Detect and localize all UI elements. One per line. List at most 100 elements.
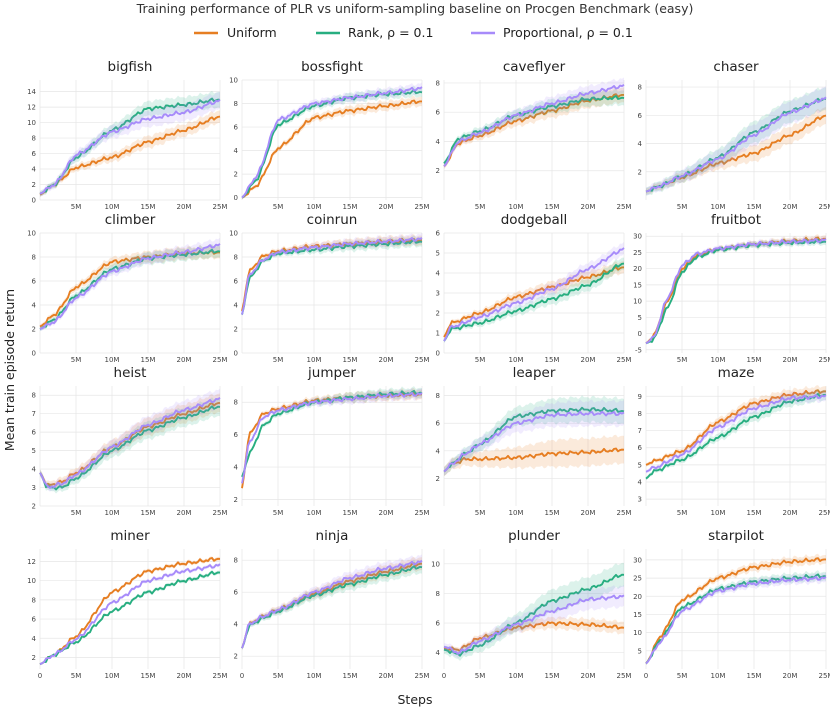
- series-proportional: [39, 243, 221, 330]
- y-tick-label: 2: [32, 503, 36, 511]
- y-tick-label: 3: [638, 496, 642, 504]
- x-tick-label: 10M: [711, 203, 726, 211]
- x-tick-label: 5M: [475, 203, 486, 211]
- y-tick-label: 2: [32, 654, 36, 662]
- y-tick-label: 10: [27, 230, 36, 238]
- y-tick-label: 6: [436, 109, 441, 117]
- y-tick-label: 20: [633, 265, 642, 273]
- panel-ninja: 0 5M 10M 15M 20M 25M 2 4 6 8 ninja: [234, 528, 430, 680]
- x-tick-label: 20M: [177, 356, 192, 364]
- y-tick-label: 10: [633, 298, 642, 306]
- x-tick-label: 5M: [273, 356, 284, 364]
- y-tick-label: 8: [234, 100, 238, 108]
- panel-title: miner: [110, 528, 150, 544]
- band-rank: [444, 562, 624, 661]
- x-tick-label: 5M: [273, 203, 284, 211]
- panel-title: coinrun: [307, 212, 358, 228]
- series-rank: [443, 95, 625, 165]
- band-proportional: [242, 388, 422, 485]
- y-tick-label: 4: [638, 479, 643, 487]
- x-tick-label: 20M: [783, 509, 798, 517]
- x-tick-label: 5M: [71, 509, 82, 517]
- panel-fruitbot: 5M 10M 15M 20M 25M -5 0 5 10 15 20 25 30 fruitbot: [633, 212, 830, 364]
- band-rank: [242, 559, 422, 651]
- y-tick-label: 6: [234, 278, 239, 286]
- y-tick-label: 9: [638, 393, 642, 401]
- plot-area: [242, 386, 422, 506]
- series-proportional: [645, 96, 827, 193]
- x-tick-label: 25M: [213, 356, 228, 364]
- x-tick-label: 10M: [307, 203, 322, 211]
- y-tick-label: 8: [234, 254, 238, 262]
- panel-caveflyer: 5M 10M 15M 20M 25M 2 4 6 8 caveflyer: [436, 59, 632, 211]
- band-proportional: [242, 554, 422, 651]
- y-tick-label: 4: [436, 270, 441, 278]
- y-tick-label: 4: [32, 166, 37, 174]
- x-tick-label: 25M: [819, 356, 830, 364]
- y-tick-label: 15: [633, 611, 642, 619]
- y-tick-label: 8: [436, 392, 440, 400]
- band-proportional: [40, 237, 220, 332]
- y-tick-label: 10: [229, 230, 238, 238]
- y-tick-label: 2: [436, 475, 440, 483]
- x-tick-label: 0: [442, 672, 446, 680]
- y-tick-label: 10: [27, 119, 36, 127]
- series-rank: [645, 238, 827, 345]
- y-tick-label: 2: [436, 310, 440, 318]
- x-tick-label: 25M: [415, 203, 430, 211]
- y-tick-label: 0: [436, 350, 440, 358]
- y-tick-label: 12: [27, 104, 36, 112]
- x-tick-label: 5M: [71, 203, 82, 211]
- y-tick-label: 6: [32, 616, 37, 624]
- x-tick-label: 15M: [747, 672, 762, 680]
- x-tick-label: 10M: [711, 356, 726, 364]
- x-tick-label: 15M: [343, 356, 358, 364]
- band-proportional: [646, 389, 826, 474]
- y-tick-label: 2: [234, 653, 238, 661]
- panel-title: jumper: [307, 365, 356, 381]
- band-proportional: [444, 77, 624, 169]
- plot-area: [40, 80, 220, 200]
- x-tick-label: 25M: [415, 356, 430, 364]
- x-tick-label: 20M: [581, 672, 596, 680]
- x-tick-label: 5M: [475, 509, 486, 517]
- band-uniform: [242, 388, 422, 490]
- y-tick-label: 6: [234, 589, 239, 597]
- y-tick-label: 4: [234, 302, 239, 310]
- y-tick-label: 6: [436, 620, 441, 628]
- panel-chaser: 5M 10M 15M 20M 25M 2 4 6 8 chaser: [638, 59, 830, 211]
- plot-area: [40, 386, 220, 506]
- x-tick-label: 25M: [819, 203, 830, 211]
- x-tick-label: 10M: [307, 509, 322, 517]
- x-tick-label: 15M: [141, 509, 156, 517]
- y-tick-label: 6: [638, 112, 643, 120]
- y-tick-label: 6: [638, 444, 643, 452]
- band-rank: [444, 88, 624, 166]
- x-tick-label: 10M: [105, 356, 120, 364]
- series-proportional: [241, 391, 423, 484]
- x-tick-label: 25M: [617, 509, 632, 517]
- y-tick-label: 4: [436, 649, 441, 657]
- x-tick-label: 10M: [509, 203, 524, 211]
- y-tick-label: 5: [436, 250, 440, 258]
- y-tick-label: 3: [436, 290, 440, 298]
- panel-miner: 0 5M 10M 15M 20M 25M 2 4 6 8 10 12 miner: [27, 528, 227, 680]
- y-tick-label: 2: [234, 326, 238, 334]
- x-tick-label: 10M: [509, 356, 524, 364]
- x-tick-label: 5M: [475, 356, 486, 364]
- series-uniform: [241, 237, 423, 312]
- y-tick-label: 2: [32, 181, 36, 189]
- y-tick-label: 25: [633, 249, 642, 257]
- plot-area: [444, 549, 624, 669]
- x-tick-label: 15M: [747, 356, 762, 364]
- x-tick-label: 5M: [71, 356, 82, 364]
- panel-title: leaper: [513, 365, 556, 381]
- y-tick-label: 7: [638, 427, 642, 435]
- y-tick-label: -5: [635, 346, 642, 354]
- x-tick-label: 25M: [213, 672, 228, 680]
- legend-label-proportional: Proportional, ρ = 0.1: [503, 25, 633, 40]
- y-tick-label: 30: [633, 233, 642, 241]
- band-uniform: [646, 553, 826, 666]
